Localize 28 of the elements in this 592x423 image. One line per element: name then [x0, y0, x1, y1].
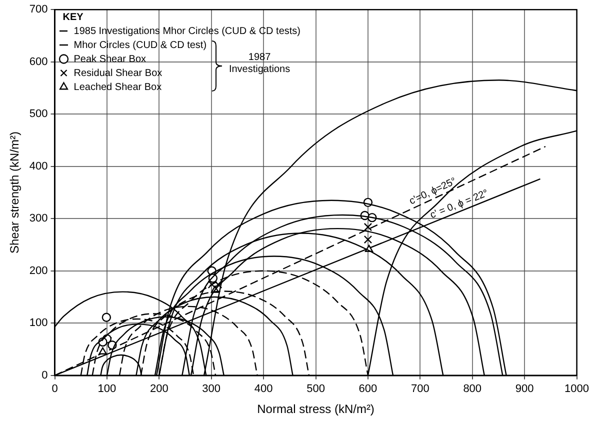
x-tick-label: 500: [306, 383, 325, 396]
x-tick-label: 200: [150, 383, 168, 396]
y-tick-label: 200: [29, 264, 48, 277]
y-tick-label: 500: [29, 108, 48, 120]
y-tick-label: 700: [29, 4, 48, 16]
x-tick-label: 800: [463, 383, 482, 396]
legend-label: Peak Shear Box: [74, 54, 146, 65]
y-tick-label: 600: [29, 56, 48, 68]
legend-title: KEY: [62, 12, 84, 23]
x-axis-title: Normal stress (kN/m²): [257, 402, 374, 416]
x-tick-label: 100: [98, 383, 116, 396]
legend-label: Leached Shear Box: [74, 82, 162, 93]
x-tick-label: 700: [410, 383, 430, 396]
x-tick-label: 600: [358, 383, 378, 396]
x-tick-label: 0: [52, 383, 58, 396]
legend-label: 1985 Investigations Mhor Circles (CUD & CD tests): [74, 26, 301, 37]
legend-label: Residual Shear Box: [74, 68, 162, 79]
x-tick-label: 400: [254, 383, 273, 396]
annotation: 1987 Investigations: [228, 52, 292, 76]
x-tick-label: 1000: [564, 383, 590, 396]
y-axis-title: Shear strength (kN/m²): [8, 131, 22, 254]
legend-label: Mhor Circles (CUD & CD test): [74, 40, 207, 51]
y-tick-label: 100: [29, 317, 48, 330]
x-tick-label: 300: [202, 383, 221, 396]
y-tick-label: 400: [29, 160, 48, 172]
y-tick-label: 0: [42, 369, 48, 382]
x-tick-label: 900: [515, 383, 534, 396]
y-tick-label: 300: [29, 212, 48, 225]
